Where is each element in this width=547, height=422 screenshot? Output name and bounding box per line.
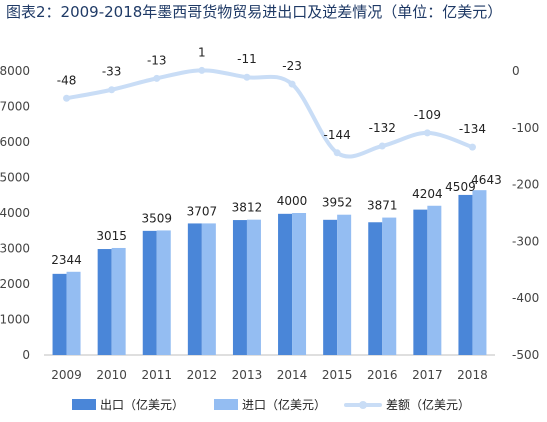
y-left-tick-label: 7000 (0, 100, 30, 114)
balance-point (468, 143, 476, 151)
balance-data-label: -23 (282, 59, 302, 73)
legend-label-exports: 出口（亿美元） (100, 397, 184, 412)
import-data-label: 3952 (322, 196, 353, 210)
balance-data-label: -132 (369, 121, 396, 135)
import-bar (111, 247, 126, 355)
x-tick-label: 2011 (141, 368, 172, 382)
export-bar (278, 213, 293, 355)
import-bar (156, 230, 171, 355)
balance-point (243, 73, 251, 81)
x-tick-label: 2013 (232, 368, 263, 382)
export-bar (52, 273, 67, 355)
import-data-label: 3015 (96, 229, 127, 243)
import-data-label: 3871 (367, 199, 398, 213)
x-tick-label: 2009 (51, 368, 82, 382)
y-left-tick-label: 8000 (0, 64, 30, 78)
import-bar (472, 190, 487, 355)
import-bar (246, 219, 261, 355)
import-data-label: 3509 (141, 211, 172, 225)
import-bar (337, 214, 352, 355)
balance-point (153, 74, 161, 82)
balance-point (378, 142, 386, 150)
legend-label-balance: 差额（亿美元） (386, 397, 470, 412)
y-left-tick-label: 4000 (0, 206, 30, 220)
export-bar (323, 219, 338, 355)
import-bar (292, 213, 307, 355)
legend-swatch-imports (214, 399, 238, 410)
y-right-tick-label: -400 (512, 291, 539, 305)
import-data-label: 4204 (412, 187, 443, 201)
balance-point (108, 86, 116, 94)
balance-data-label: -11 (237, 52, 257, 66)
y-left-tick-label: 1000 (0, 313, 30, 327)
balance-data-label: -48 (57, 73, 77, 87)
import-data-label: 2344 (51, 253, 82, 267)
y-right-tick-label: -500 (512, 348, 539, 362)
x-tick-label: 2017 (412, 368, 443, 382)
balance-point (333, 149, 341, 157)
x-tick-label: 2018 (457, 368, 488, 382)
x-tick-label: 2012 (187, 368, 218, 382)
export-bar (458, 194, 473, 355)
x-tick-label: 2010 (96, 368, 127, 382)
export-bar (97, 249, 112, 355)
export-bar (187, 223, 202, 355)
y-right-tick-label: -200 (512, 178, 539, 192)
export-bar (368, 222, 383, 355)
y-right-tick-label: -100 (512, 121, 539, 135)
import-data-label: 3812 (232, 201, 263, 215)
balance-point (198, 66, 206, 74)
export-bar (142, 230, 157, 355)
balance-point (423, 129, 431, 137)
balance-point (63, 94, 71, 102)
y-right-tick-label: -300 (512, 234, 539, 248)
import-data-label: 3707 (187, 204, 218, 218)
balance-data-label: -109 (414, 108, 441, 122)
legend-marker-balance (359, 401, 367, 409)
legend-swatch-exports (72, 399, 96, 410)
balance-line (64, 68, 475, 159)
chart-title: 图表2：2009-2018年墨西哥货物贸易进出口及逆差情况（单位：亿美元） (6, 3, 503, 21)
import-bar (382, 217, 397, 355)
y-right-tick-label: 0 (512, 64, 520, 78)
balance-data-label: -144 (324, 128, 351, 142)
legend-label-imports: 进口（亿美元） (242, 397, 326, 412)
export-data-label: 4509 (445, 180, 476, 194)
y-left-tick-label: 3000 (0, 242, 30, 256)
export-bar (232, 220, 247, 355)
x-tick-label: 2014 (277, 368, 308, 382)
x-tick-label: 2016 (367, 368, 398, 382)
y-left-tick-label: 2000 (0, 277, 30, 291)
export-bar (413, 209, 428, 355)
import-bar (427, 205, 442, 355)
import-data-label: 4000 (277, 194, 308, 208)
balance-data-label: 1 (198, 45, 206, 59)
y-left-tick-label: 6000 (0, 135, 30, 149)
import-bar (66, 271, 81, 355)
balance-data-label: -13 (147, 53, 167, 67)
y-left-tick-label: 0 (22, 348, 30, 362)
import-data-label: 4643 (471, 173, 502, 187)
import-bar (201, 223, 216, 355)
balance-data-label: -134 (459, 122, 486, 136)
y-left-tick-label: 5000 (0, 171, 30, 185)
balance-data-label: -33 (102, 65, 122, 79)
x-tick-label: 2015 (322, 368, 353, 382)
balance-point (288, 80, 296, 88)
